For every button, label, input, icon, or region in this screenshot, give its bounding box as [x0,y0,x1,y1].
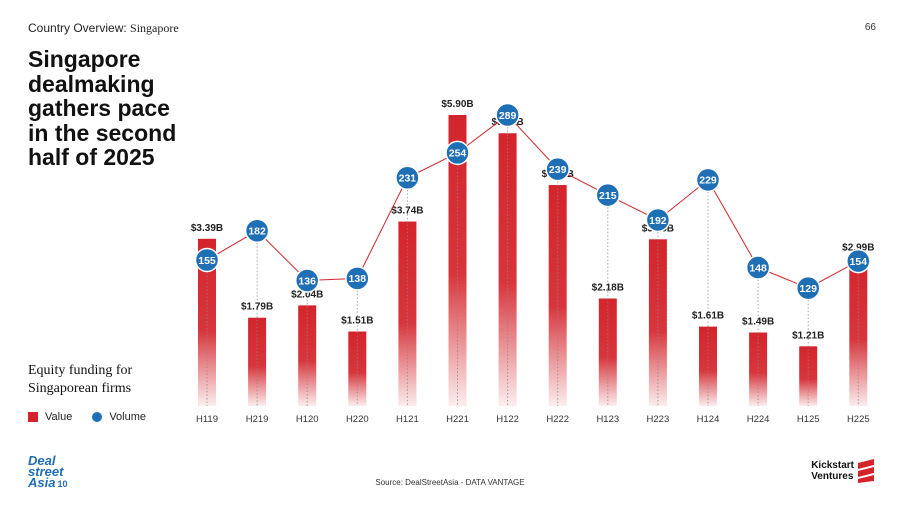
logo-line-3: Asia [28,475,56,490]
legend-label-value: Value [45,411,73,423]
volume-marker [495,102,520,128]
volume-label: 192 [649,215,667,227]
value-label: $1.49B [742,317,774,328]
legend-swatch-volume [92,412,103,422]
kickstart-mark-icon [858,459,874,483]
x-tick-label: H221 [446,414,469,425]
logo-line-2: street [28,464,64,479]
page-number: 66 [864,22,876,33]
volume-label: 182 [248,226,266,238]
chart-subtitle: Equity funding for Singaporean firms [28,363,133,396]
bar [749,332,768,406]
volume-marker [695,167,721,193]
volume-marker [595,182,621,208]
bar [398,221,417,406]
bar [548,185,567,406]
volume-marker [846,248,871,274]
bar [799,346,818,406]
logo-badge: 10 [57,479,68,489]
legend-swatch-value [28,412,38,422]
x-tick-label: H223 [647,414,670,425]
x-tick-label: H123 [596,414,619,425]
value-label: $3.74B [391,206,423,217]
value-label: $1.61B [692,311,724,322]
kickstart-logo: Kickstart Ventures [811,459,874,483]
x-tick-label: H121 [396,414,419,425]
legend-item-value: Value [28,411,72,423]
volume-label: 229 [699,175,717,187]
bar [849,258,868,406]
value-label: $2.18B [592,282,624,293]
volume-label: 148 [749,262,767,274]
volume-label: 215 [599,190,617,202]
volume-label: 155 [198,255,216,267]
x-tick-label: H219 [246,414,269,425]
volume-label: 138 [349,273,367,285]
value-label: $3.39B [191,223,223,234]
page-title: Singapore dealmaking gathers pace in the… [28,46,177,170]
volume-marker [395,165,420,191]
value-label: $1.51B [341,316,373,327]
country-name: Singapore [130,21,179,35]
chart-legend: Value Volume [28,411,166,423]
volume-marker [244,218,270,244]
page-header: Country Overview: Singapore [28,21,179,36]
x-tick-label: H125 [797,414,820,425]
volume-label: 239 [549,164,567,176]
volume-label: 129 [799,283,817,295]
volume-marker [194,247,220,273]
bar [699,326,717,406]
volume-marker [645,207,671,233]
volume-label: 254 [449,148,467,160]
volume-label: 289 [499,110,517,122]
value-label: $1.21B [792,330,824,341]
x-tick-label: H119 [196,414,218,425]
logo-line-1: Deal [28,453,56,468]
x-tick-label: H224 [747,414,770,425]
x-tick-label: H124 [697,414,720,425]
value-label: $1.79B [241,302,273,313]
x-tick-label: H220 [346,414,369,425]
section-label: Country Overview: [28,21,127,35]
volume-label: 231 [399,173,417,185]
kickstart-line-1: Kickstart [811,460,854,471]
legend-item-volume: Volume [92,411,146,423]
value-label: $2.04B [291,289,323,300]
value-label: $2.99B [842,243,874,254]
bar [498,133,517,406]
volume-marker [545,156,570,182]
bar [598,298,617,406]
value-label: $5.90B [441,99,473,110]
volume-marker [745,255,771,280]
source-note: Source: DealStreetAsia - DATA VANTAGE [375,478,525,487]
x-tick-label: H222 [546,414,569,425]
volume-marker [294,268,320,293]
x-tick-label: H122 [496,414,519,425]
volume-label: 136 [298,275,316,287]
volume-label: 154 [850,256,868,268]
dealstreetasia-logo: Deal street Asia 10 [28,453,88,490]
volume-marker [795,275,821,301]
volume-marker [345,266,370,291]
x-tick-label: H120 [296,414,319,425]
bar [648,239,667,406]
legend-label-volume: Volume [109,411,147,423]
x-tick-label: H225 [847,414,870,425]
kickstart-line-2: Ventures [811,471,854,482]
volume-marker [445,140,470,166]
